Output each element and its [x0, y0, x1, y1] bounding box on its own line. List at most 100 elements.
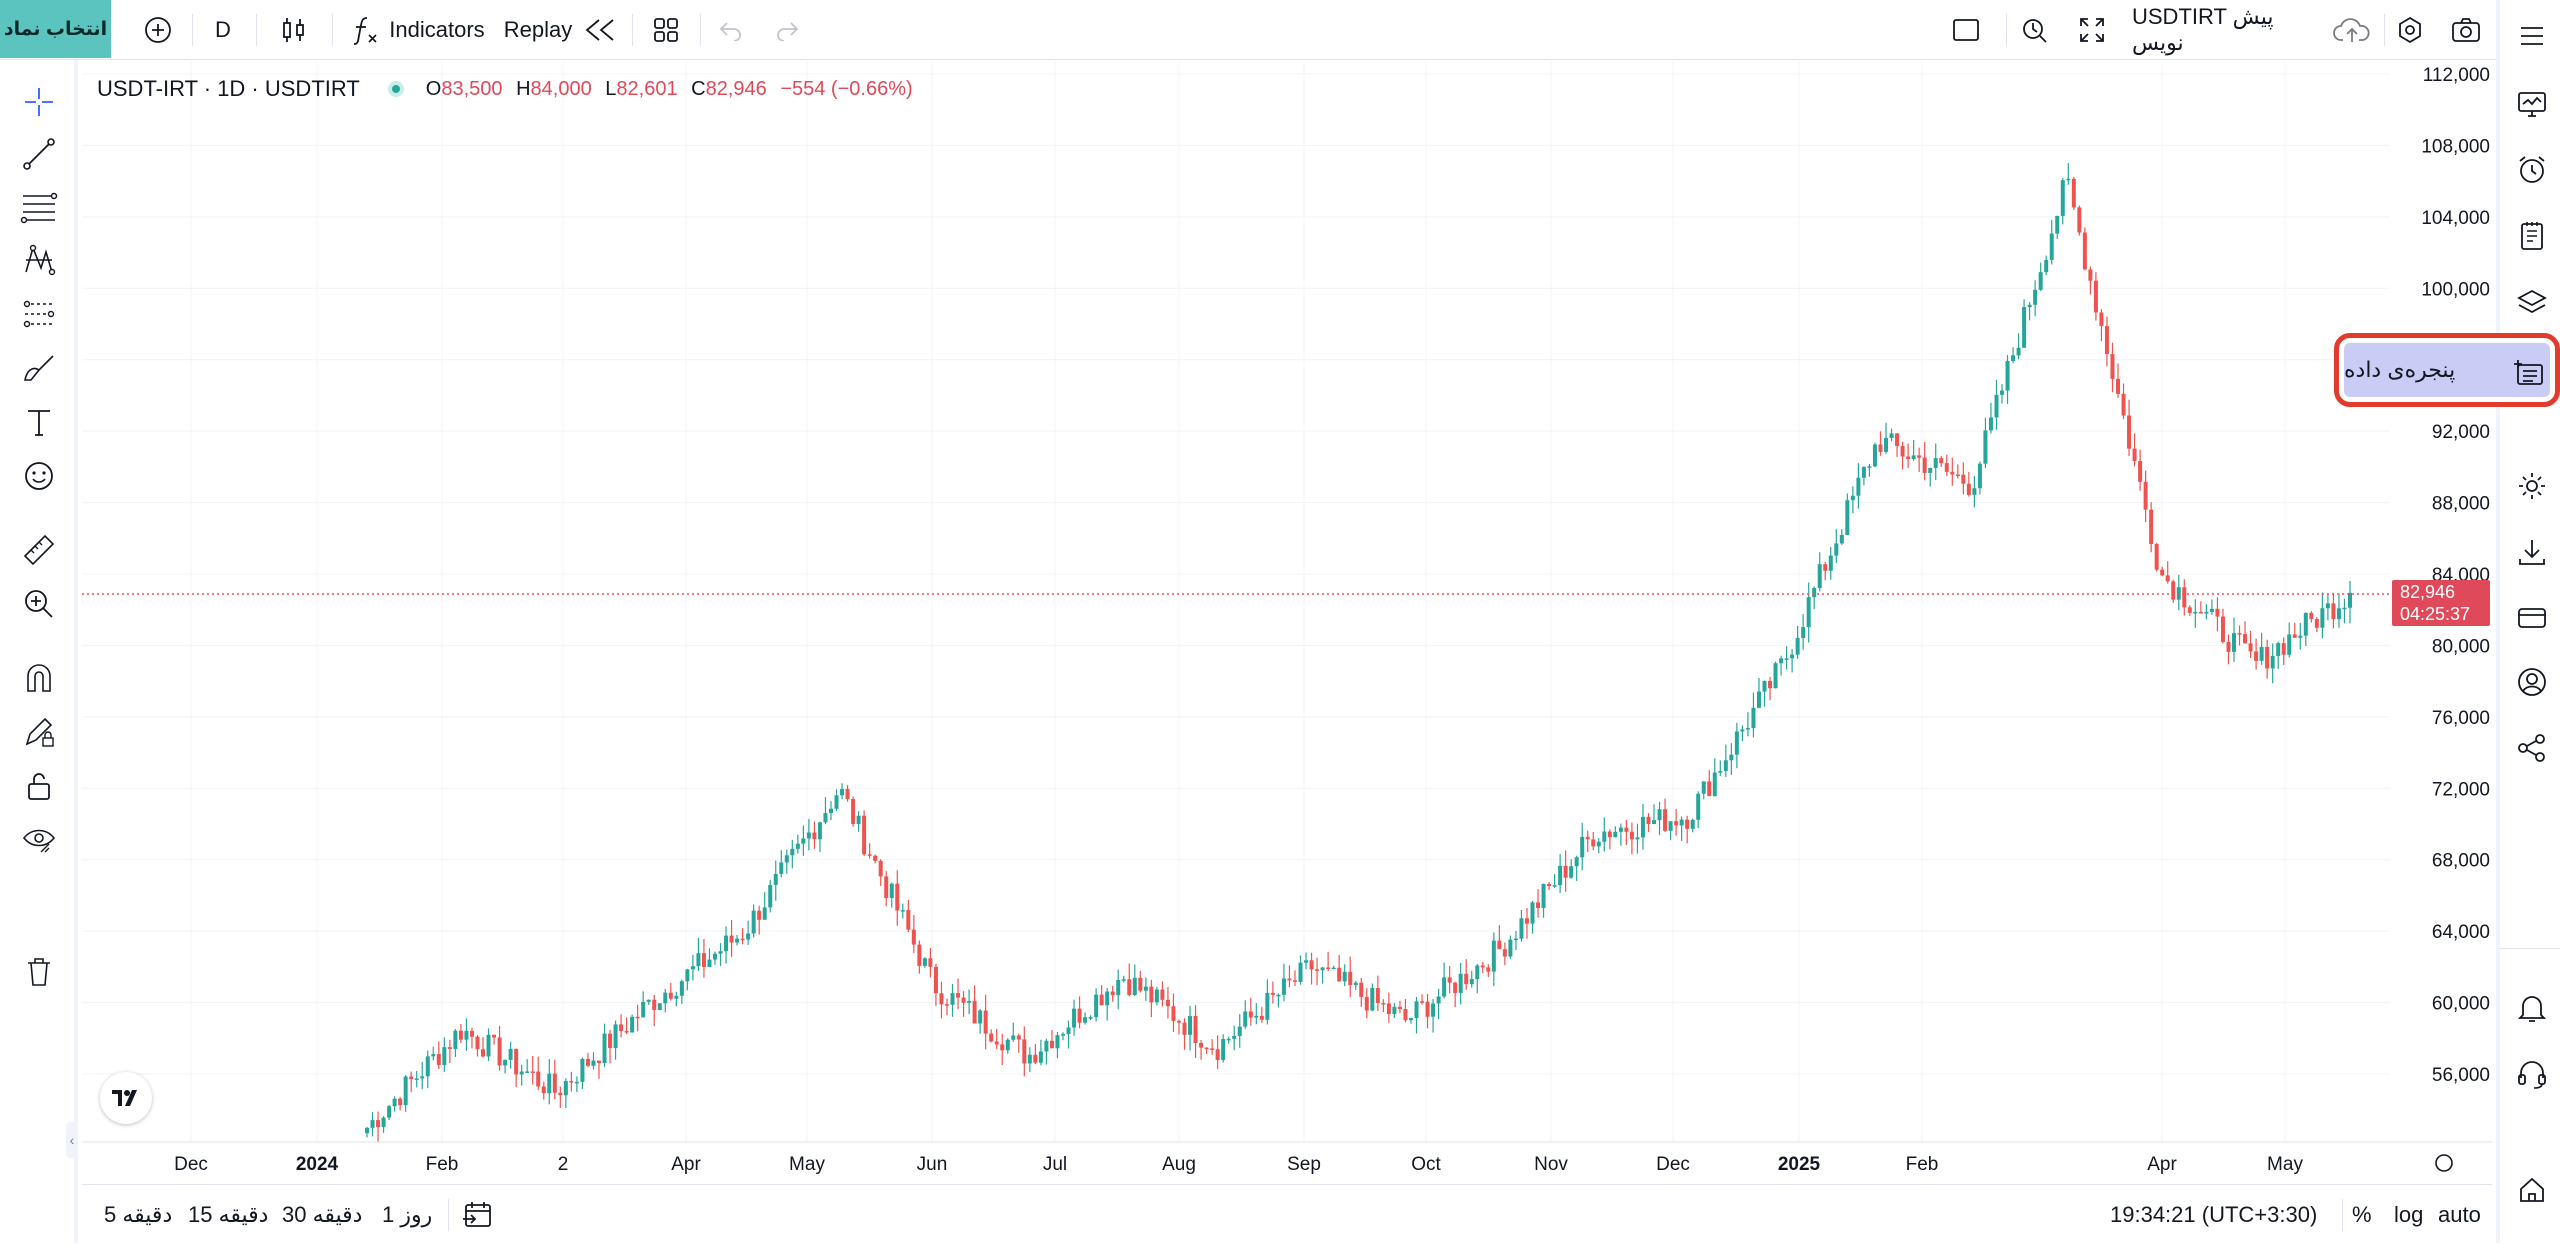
candle-body	[1928, 467, 1933, 473]
candle-body	[1182, 1022, 1187, 1035]
auto-scale-toggle[interactable]: auto	[2438, 1201, 2481, 1227]
candles-chart-type-icon[interactable]	[272, 0, 316, 60]
candle-body	[2033, 289, 2038, 305]
undo-icon[interactable]	[712, 0, 750, 60]
candle-body	[1464, 973, 1469, 985]
interval-button[interactable]: D	[215, 17, 231, 42]
candle-body	[2022, 307, 2027, 348]
candle-body	[1364, 996, 1369, 1011]
candle-body	[1911, 455, 1916, 460]
candle-body	[392, 1098, 397, 1107]
candle-body	[2049, 233, 2054, 260]
candle-body	[944, 1004, 949, 1006]
candle-body	[983, 1010, 988, 1034]
zoom-in-icon[interactable]	[17, 582, 61, 626]
candle-body	[1408, 1018, 1413, 1021]
tradingview-logo[interactable]	[100, 1072, 152, 1124]
candle-body	[967, 1001, 972, 1003]
download-icon[interactable]	[2510, 530, 2554, 574]
trash-icon[interactable]	[17, 950, 61, 994]
watchlist-icon[interactable]	[2510, 82, 2554, 126]
alarm-icon[interactable]	[2510, 148, 2554, 192]
market-status-dot[interactable]	[387, 81, 404, 97]
price-chart[interactable]: 112,000108,000104,000100,00096,00092,000…	[82, 62, 2492, 1182]
settings-hex-icon[interactable]	[2388, 0, 2432, 60]
candle-body	[1060, 1034, 1065, 1036]
candle-body	[1955, 474, 1960, 476]
candle-body	[1005, 1039, 1010, 1051]
chart-pane[interactable]: 112,000108,000104,000100,00096,00092,000…	[82, 62, 2492, 1182]
candle-body	[668, 992, 673, 999]
function-icon[interactable]	[346, 0, 386, 60]
expand-icon[interactable]	[2070, 0, 2114, 60]
candle-body	[762, 907, 767, 920]
candle-body	[823, 813, 828, 823]
notes-icon[interactable]	[2510, 214, 2554, 258]
crosshair-icon[interactable]	[17, 80, 61, 124]
replay-button[interactable]: Replay	[503, 17, 573, 42]
magnet-icon[interactable]	[17, 656, 61, 700]
timeframe-5m[interactable]: 5 دقیقه	[104, 1201, 173, 1227]
timeframe-15m[interactable]: 15 دقیقه	[188, 1201, 269, 1227]
candle-body	[2292, 634, 2297, 638]
menu-icon[interactable]	[2510, 14, 2554, 58]
candle-body	[2309, 612, 2314, 619]
prediction-icon[interactable]	[17, 292, 61, 336]
layers-icon[interactable]	[2510, 280, 2554, 324]
candle-body	[751, 910, 756, 934]
eye-icon[interactable]	[17, 818, 61, 862]
fullscreen-square-icon[interactable]	[1944, 0, 1988, 60]
ruler-icon[interactable]	[17, 528, 61, 572]
lock-drawing-icon[interactable]	[17, 710, 61, 754]
trend-line-icon[interactable]	[17, 132, 61, 176]
candle-body	[834, 795, 839, 809]
profile-icon[interactable]	[2510, 660, 2554, 704]
notifications-icon[interactable]	[2510, 986, 2554, 1030]
candle-body	[635, 1016, 640, 1019]
candle-body	[1243, 1011, 1248, 1027]
home-icon[interactable]	[2510, 1168, 2554, 1212]
share-icon[interactable]	[2510, 726, 2554, 770]
candle-body	[1165, 999, 1170, 1007]
candle-body	[1723, 760, 1728, 772]
divider	[448, 1199, 449, 1231]
candle-body	[2132, 448, 2137, 462]
data-window-button[interactable]: پنجره‌ی داده	[2344, 343, 2550, 397]
percent-scale-toggle[interactable]: %	[2352, 1201, 2372, 1227]
quick-search-icon[interactable]	[2012, 0, 2056, 60]
redo-icon[interactable]	[768, 0, 806, 60]
close-label: C	[691, 77, 706, 100]
brush-icon[interactable]	[17, 346, 61, 390]
support-headset-icon[interactable]	[2510, 1052, 2554, 1096]
layout-grid-icon[interactable]	[644, 0, 688, 60]
timeframe-30m[interactable]: 30 دقیقه	[282, 1201, 363, 1227]
legend-title[interactable]: USDT-IRT · 1D · USDTIRT	[97, 76, 360, 101]
log-scale-toggle[interactable]: log	[2394, 1201, 2424, 1227]
layout-name[interactable]: USDTIRT پیش نویس	[2132, 4, 2274, 55]
fib-retracement-icon[interactable]	[17, 186, 61, 230]
indicators-button[interactable]: Indicators	[389, 17, 485, 42]
unlock-icon[interactable]	[17, 764, 61, 808]
add-symbol-icon[interactable]	[136, 0, 180, 60]
cloud-upload-icon[interactable]	[2330, 0, 2374, 60]
candle-body	[1199, 1043, 1204, 1048]
candle-body	[1939, 458, 1944, 464]
timeframe-1d[interactable]: 1 روز	[382, 1201, 433, 1227]
clock-timezone[interactable]: 19:34:21 (UTC+3:30)	[2110, 1201, 2318, 1227]
axis-settings-icon[interactable]	[2435, 1154, 2453, 1172]
settings-icon[interactable]	[2510, 464, 2554, 508]
card-icon[interactable]	[2510, 596, 2554, 640]
pattern-icon[interactable]	[17, 238, 61, 282]
candle-body	[641, 1001, 646, 1018]
symbol-search-button[interactable]: انتخاب نماد	[0, 0, 111, 58]
emoji-icon[interactable]	[17, 454, 61, 498]
candle-body	[1116, 979, 1121, 996]
camera-icon[interactable]	[2444, 0, 2488, 60]
collapse-toolbar-handle[interactable]: ‹	[66, 1122, 78, 1158]
candle-body	[1292, 980, 1297, 982]
data-window-icon	[2511, 354, 2547, 390]
replay-icon[interactable]	[578, 0, 622, 60]
date-range-icon[interactable]	[456, 1185, 500, 1244]
candle-body	[1143, 986, 1148, 991]
text-tool-icon[interactable]	[17, 400, 61, 444]
